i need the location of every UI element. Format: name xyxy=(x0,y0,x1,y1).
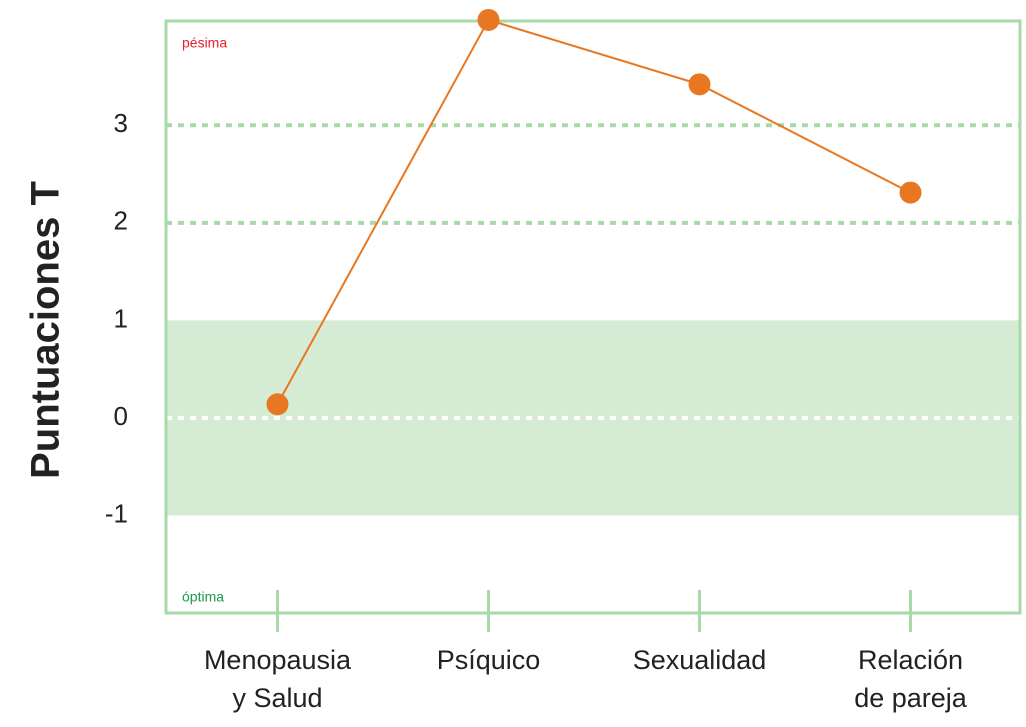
y-tick-label: 0 xyxy=(114,401,128,431)
y-tick-label: -1 xyxy=(105,498,128,528)
y-tick-label: 3 xyxy=(114,108,128,138)
x-tick-label: Psíquico xyxy=(437,645,541,675)
x-tick-label: Menopausia xyxy=(204,645,352,675)
x-tick-label: y Salud xyxy=(232,683,322,713)
annotation: pésima xyxy=(182,35,227,51)
y-axis-label: Puntuaciones T xyxy=(24,181,68,479)
marker xyxy=(688,73,711,96)
annotation: óptima xyxy=(182,589,224,605)
marker xyxy=(899,181,922,204)
y-tick-label: 1 xyxy=(114,303,128,333)
marker xyxy=(477,8,500,31)
x-tick-label: Relación xyxy=(858,645,963,675)
y-tick-label: 2 xyxy=(114,206,128,236)
line xyxy=(276,18,911,405)
plot-frame xyxy=(164,19,1022,615)
x-tick-label: Sexualidad xyxy=(633,645,767,675)
x-tick-label: de pareja xyxy=(854,683,968,713)
marker xyxy=(266,393,289,416)
